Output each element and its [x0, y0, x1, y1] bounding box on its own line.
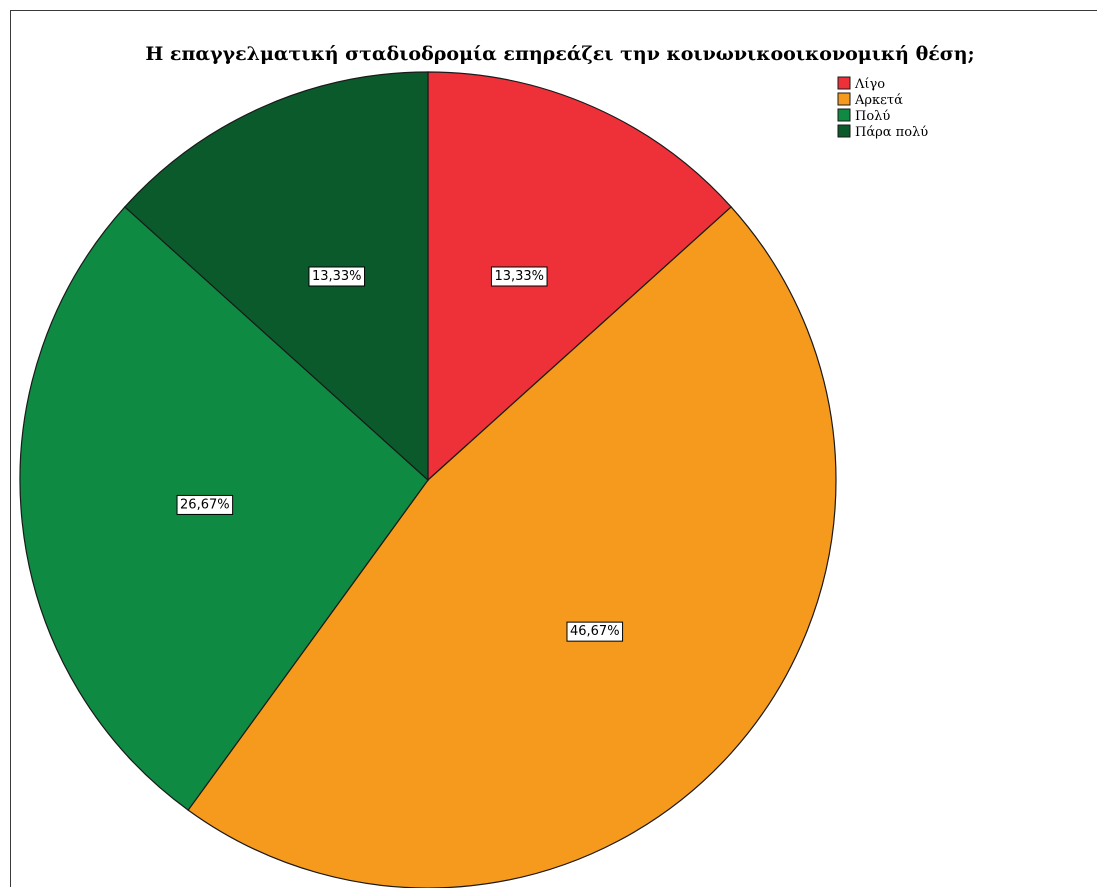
pie-slice-2	[187, 206, 837, 888]
data-label-box	[566, 621, 624, 642]
data-label-box	[490, 266, 548, 287]
legend-label: Πάρα πολύ	[855, 125, 928, 140]
pie-slice-1	[427, 71, 732, 482]
data-label-text: 46,67%	[570, 624, 620, 639]
data-label-2: 46,67%	[566, 621, 624, 642]
data-label-text: 13,33%	[494, 269, 544, 284]
pie-slice-4	[124, 71, 429, 482]
chart-title: Η επαγγελματική σταδιοδρομία επηρεάζει τ…	[145, 43, 974, 65]
data-label-text: 13,33%	[312, 269, 362, 284]
pie-slices	[19, 71, 837, 888]
legend-label: Λίγο	[854, 77, 885, 92]
data-label-box	[308, 266, 366, 287]
data-label-text: 26,67%	[180, 497, 230, 512]
legend-swatch	[837, 124, 851, 138]
legend-item-2: Αρκετά	[837, 92, 903, 108]
legend-swatch	[837, 92, 851, 106]
legend-label: Αρκετά	[854, 93, 903, 108]
legend-label: Πολύ	[855, 109, 890, 124]
data-label-1: 13,33%	[490, 266, 548, 287]
data-label-4: 13,33%	[308, 266, 366, 287]
legend-item-4: Πάρα πολύ	[837, 124, 928, 140]
data-labels: 13,33% 46,67% 26,67% 13,33%	[176, 266, 624, 642]
data-label-3: 26,67%	[176, 494, 234, 515]
legend-item-3: Πολύ	[837, 108, 890, 124]
legend-item-1: Λίγο	[837, 76, 885, 92]
data-label-box	[176, 494, 234, 515]
legend-swatch	[837, 108, 851, 122]
legend-swatch	[837, 76, 851, 90]
